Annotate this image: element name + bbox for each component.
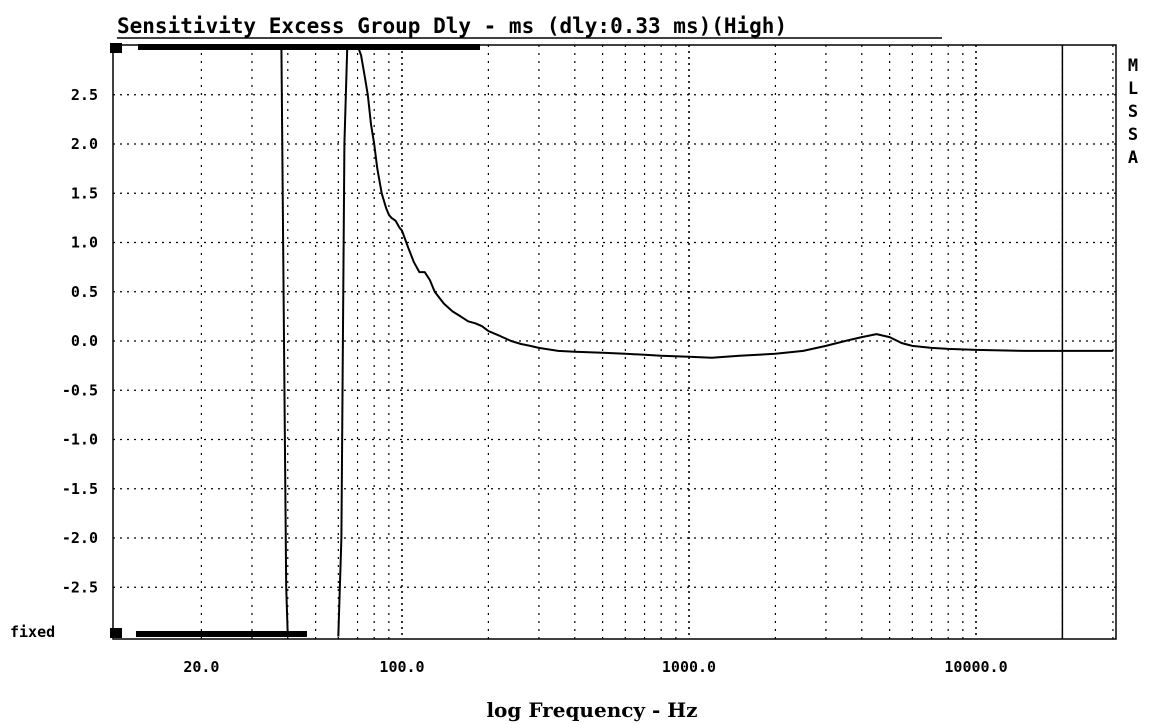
series-line-4 [337, 45, 349, 637]
x-tick-label: 20.0 [183, 658, 219, 676]
y-tick-label: 1.5 [71, 184, 98, 202]
plot-frame [112, 44, 1117, 640]
y-tick-label: 0.5 [71, 283, 98, 301]
side-label-letter: L [1128, 79, 1138, 99]
y-tick-label: -0.5 [62, 381, 98, 399]
y-tick-label: -1.5 [62, 480, 98, 498]
side-label-letter: M [1128, 56, 1138, 76]
tick-labels: 2.5 2.0 1.5 1.0 0.5 0.0 -0.5 -1.0 -1.5 -2.0 -2.5 20… [62, 86, 1008, 676]
x-tick-label: 10000.0 [944, 658, 1007, 676]
series-line-2 [352, 44, 383, 194]
x-tick-label: 1000.0 [662, 658, 716, 676]
y-tick-label: -2.0 [62, 529, 98, 547]
bottom-range-marker [110, 628, 122, 638]
side-label-letter: S [1128, 102, 1138, 122]
chart-title: Sensitivity Excess Group Dly - ms (dly:0… [117, 14, 787, 38]
series-lines [280, 44, 1113, 637]
y-tick-label: 1.0 [71, 234, 98, 252]
x-tick-label: 100.0 [379, 658, 424, 676]
side-label-letter: A [1128, 148, 1138, 168]
grid [113, 45, 1116, 639]
x-axis-label: log Frequency - Hz [486, 698, 697, 722]
series-line-3 [280, 45, 289, 637]
y-tick-label: -2.5 [62, 578, 98, 596]
y-tick-label: 2.0 [71, 135, 98, 153]
y-bottom-label: fixed [10, 623, 55, 641]
top-range-marker [110, 43, 122, 53]
y-tick-label: -1.0 [62, 431, 98, 449]
y-tick-label: 2.5 [71, 86, 98, 104]
series-line-1 [380, 193, 1113, 359]
range-bars [110, 43, 480, 638]
y-tick-label: 0.0 [71, 332, 98, 350]
side-label-letter: S [1128, 125, 1138, 145]
